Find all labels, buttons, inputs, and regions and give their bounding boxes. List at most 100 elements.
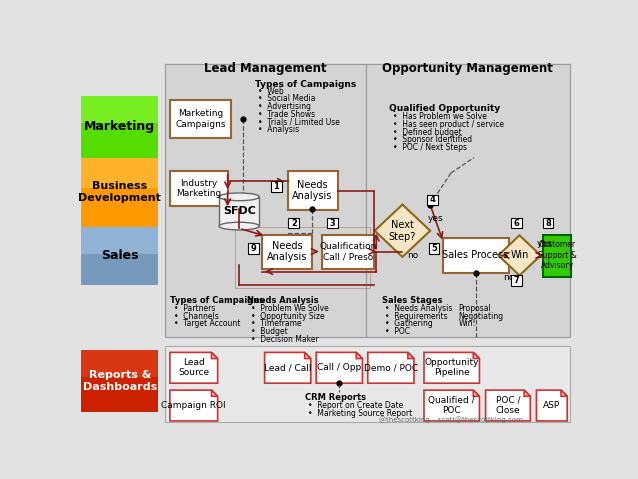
Text: Customer
Support &
Advisory: Customer Support & Advisory bbox=[538, 240, 577, 270]
Text: Types of Campaigns: Types of Campaigns bbox=[255, 80, 356, 89]
Text: Lead
Source: Lead Source bbox=[178, 358, 209, 377]
Text: •  Timeframe: • Timeframe bbox=[251, 319, 301, 328]
FancyBboxPatch shape bbox=[219, 197, 259, 226]
FancyBboxPatch shape bbox=[82, 96, 158, 123]
Text: •  Analysis: • Analysis bbox=[258, 125, 300, 134]
Text: Opportunity Management: Opportunity Management bbox=[382, 62, 553, 75]
FancyBboxPatch shape bbox=[82, 57, 573, 426]
Polygon shape bbox=[265, 353, 311, 383]
Polygon shape bbox=[211, 353, 218, 359]
Text: yes: yes bbox=[428, 214, 443, 223]
Polygon shape bbox=[473, 353, 479, 359]
Text: •  Needs Analysis: • Needs Analysis bbox=[385, 304, 453, 313]
Text: Sales: Sales bbox=[101, 249, 138, 262]
Text: Lead / Call: Lead / Call bbox=[264, 363, 311, 372]
Text: •  Marketing Source Report: • Marketing Source Report bbox=[309, 409, 413, 418]
FancyBboxPatch shape bbox=[544, 235, 571, 277]
FancyBboxPatch shape bbox=[511, 217, 522, 228]
FancyBboxPatch shape bbox=[288, 217, 299, 228]
Text: •  POC / Next Steps: • POC / Next Steps bbox=[393, 143, 467, 152]
FancyBboxPatch shape bbox=[82, 158, 158, 188]
FancyBboxPatch shape bbox=[366, 64, 570, 73]
Text: 5: 5 bbox=[431, 244, 437, 253]
Polygon shape bbox=[524, 390, 530, 396]
Text: 7: 7 bbox=[514, 276, 519, 285]
FancyBboxPatch shape bbox=[165, 346, 570, 422]
Polygon shape bbox=[316, 353, 362, 383]
Text: 2: 2 bbox=[291, 218, 297, 228]
Polygon shape bbox=[486, 390, 530, 421]
Text: •  Budget: • Budget bbox=[251, 327, 288, 336]
Polygon shape bbox=[356, 353, 362, 359]
Polygon shape bbox=[424, 390, 479, 421]
Text: Win: Win bbox=[510, 251, 529, 261]
Text: Lead Management: Lead Management bbox=[204, 62, 327, 75]
Text: Negotiating: Negotiating bbox=[459, 311, 504, 320]
Text: Types of Campaigns: Types of Campaigns bbox=[170, 296, 264, 305]
Text: •  Target Account: • Target Account bbox=[174, 319, 240, 328]
FancyBboxPatch shape bbox=[165, 64, 366, 337]
Polygon shape bbox=[305, 353, 311, 359]
Text: •  Report on Create Date: • Report on Create Date bbox=[309, 401, 404, 410]
Text: Qualification
Call / Preso: Qualification Call / Preso bbox=[319, 242, 376, 261]
Text: Needs
Analysis: Needs Analysis bbox=[292, 180, 332, 202]
Text: •  Gathering: • Gathering bbox=[385, 319, 433, 328]
FancyBboxPatch shape bbox=[82, 96, 158, 158]
FancyBboxPatch shape bbox=[427, 194, 438, 205]
Text: 6: 6 bbox=[514, 218, 519, 228]
FancyBboxPatch shape bbox=[271, 182, 281, 192]
FancyBboxPatch shape bbox=[542, 217, 553, 228]
FancyBboxPatch shape bbox=[327, 217, 338, 228]
Text: no: no bbox=[407, 251, 419, 260]
Polygon shape bbox=[473, 390, 479, 396]
Text: Qualified /
POC: Qualified / POC bbox=[428, 396, 475, 415]
FancyBboxPatch shape bbox=[429, 243, 440, 254]
Text: Proposal: Proposal bbox=[459, 304, 491, 313]
FancyBboxPatch shape bbox=[262, 235, 313, 269]
FancyBboxPatch shape bbox=[443, 239, 508, 273]
Text: 9: 9 bbox=[251, 244, 256, 253]
Text: yes: yes bbox=[537, 240, 552, 248]
Polygon shape bbox=[170, 390, 218, 421]
Polygon shape bbox=[211, 390, 218, 396]
Polygon shape bbox=[367, 353, 414, 383]
Polygon shape bbox=[498, 235, 540, 275]
Text: •  Defined budget: • Defined budget bbox=[393, 127, 462, 137]
Text: Business
Development: Business Development bbox=[78, 182, 161, 203]
Text: •  POC: • POC bbox=[385, 327, 410, 336]
Polygon shape bbox=[375, 205, 430, 257]
Text: •  Opportunity Size: • Opportunity Size bbox=[251, 311, 324, 320]
Text: Call / Opp: Call / Opp bbox=[317, 363, 361, 372]
FancyBboxPatch shape bbox=[322, 235, 374, 269]
Text: Marketing
Campaigns: Marketing Campaigns bbox=[175, 109, 226, 129]
Text: 1: 1 bbox=[273, 182, 279, 191]
Text: Qualified Opportunity: Qualified Opportunity bbox=[389, 103, 501, 113]
Text: Next
Step?: Next Step? bbox=[389, 220, 416, 241]
Text: 8: 8 bbox=[545, 218, 551, 228]
Text: POC /
Close: POC / Close bbox=[496, 396, 520, 415]
Text: Win!: Win! bbox=[459, 319, 476, 328]
Text: Opportunity
Pipeline: Opportunity Pipeline bbox=[424, 358, 479, 377]
Text: •  Channels: • Channels bbox=[174, 311, 218, 320]
Polygon shape bbox=[170, 353, 218, 383]
Text: 4: 4 bbox=[429, 195, 435, 205]
FancyBboxPatch shape bbox=[82, 350, 158, 411]
Text: Sales Process: Sales Process bbox=[443, 251, 508, 261]
Text: •  Trials / Limited Use: • Trials / Limited Use bbox=[258, 117, 340, 126]
Text: 3: 3 bbox=[329, 218, 335, 228]
Text: •  Decision Maker: • Decision Maker bbox=[251, 335, 318, 343]
Text: Marketing: Marketing bbox=[84, 120, 156, 133]
Text: •  Web: • Web bbox=[258, 87, 284, 96]
FancyBboxPatch shape bbox=[165, 64, 366, 73]
FancyBboxPatch shape bbox=[82, 350, 158, 377]
Text: •  Sponsor Identified: • Sponsor Identified bbox=[393, 135, 472, 144]
FancyBboxPatch shape bbox=[82, 227, 158, 254]
Text: •  Requirements: • Requirements bbox=[385, 311, 448, 320]
Text: •  Has Problem we Solve: • Has Problem we Solve bbox=[393, 112, 487, 121]
FancyBboxPatch shape bbox=[511, 275, 522, 286]
Ellipse shape bbox=[219, 222, 259, 230]
FancyBboxPatch shape bbox=[170, 100, 232, 138]
FancyBboxPatch shape bbox=[82, 227, 158, 285]
Text: @thescottking – scott@thescottking.com: @thescottking – scott@thescottking.com bbox=[379, 416, 523, 423]
Ellipse shape bbox=[219, 193, 259, 201]
